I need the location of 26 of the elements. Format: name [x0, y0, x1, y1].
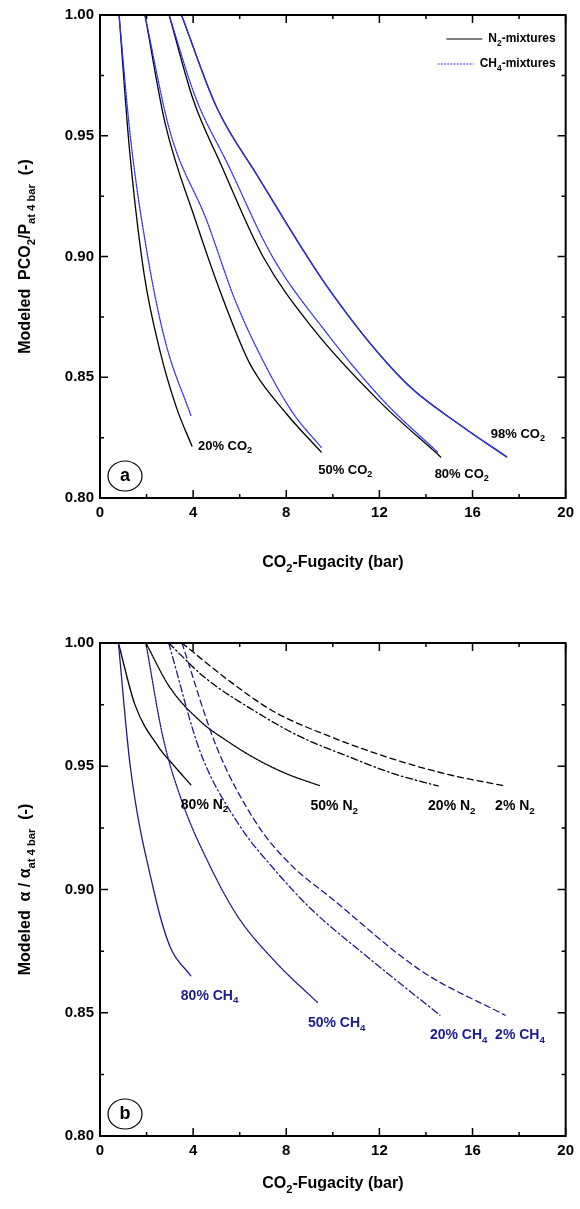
y-tick-label: 0.85: [64, 367, 94, 385]
annotation: a: [119, 464, 131, 485]
y-tick-label: 0.90: [64, 879, 94, 897]
x-tick-label: 4: [188, 503, 198, 521]
x-tick-label: 0: [95, 1141, 105, 1159]
y-tick-label: 0.95: [64, 125, 94, 143]
x-tick-label: 12: [371, 1141, 388, 1159]
y-tick-label: 1.00: [64, 5, 94, 23]
y-axis-title: Modeled α / αat 4 bar (-): [16, 803, 37, 976]
x-tick-label: 4: [188, 1141, 198, 1159]
x-tick-label: 20: [557, 503, 574, 521]
y-tick-label: 0.80: [64, 488, 94, 506]
x-tick-label: 0: [95, 503, 105, 521]
annotation: b: [119, 1102, 131, 1123]
x-tick-label: 8: [282, 503, 291, 521]
y-axis-title: Modeled PCO2/Pat 4 bar (-): [16, 159, 37, 354]
x-tick-label: 8: [282, 1141, 291, 1159]
y-tick-label: 1.00: [64, 633, 94, 651]
y-tick-label: 0.90: [64, 246, 94, 264]
x-tick-label: 16: [464, 503, 481, 521]
x-tick-label: 16: [464, 1141, 481, 1159]
x-tick-label: 20: [557, 1141, 574, 1159]
x-tick-label: 12: [371, 503, 388, 521]
y-tick-label: 0.95: [64, 756, 94, 774]
y-tick-label: 0.80: [64, 1126, 94, 1144]
y-tick-label: 0.85: [64, 1002, 94, 1020]
